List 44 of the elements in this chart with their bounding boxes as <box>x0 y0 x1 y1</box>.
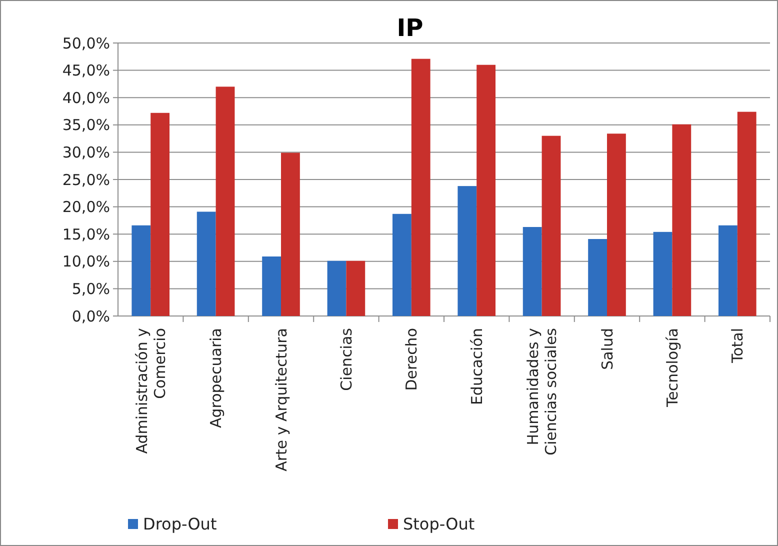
legend-label: Drop-Out <box>143 514 217 534</box>
y-tick-label: 15,0% <box>62 225 110 244</box>
x-tick-label: Salud <box>598 328 616 370</box>
y-tick-label: 50,0% <box>62 34 110 52</box>
bar <box>216 86 235 316</box>
x-tick-label: Derecho <box>402 328 421 391</box>
x-tick-label: Educación <box>468 328 486 406</box>
bar <box>132 225 151 316</box>
bar <box>281 152 300 316</box>
y-tick-label: 45,0% <box>62 62 110 80</box>
bar <box>653 232 672 316</box>
y-tick-label: 10,0% <box>62 252 110 271</box>
y-tick-label: 20,0% <box>62 198 110 216</box>
bar <box>522 227 542 316</box>
y-tick-label: 0,0% <box>72 307 110 326</box>
bar <box>672 124 692 316</box>
y-tick-label: 25,0% <box>62 170 110 189</box>
bar <box>607 134 626 316</box>
bar <box>262 256 281 316</box>
y-tick-label: 35,0% <box>62 116 110 134</box>
y-tick-label: 40,0% <box>62 88 110 107</box>
bar <box>392 214 412 316</box>
bar <box>150 112 170 316</box>
legend-label: Stop-Out <box>403 514 475 534</box>
x-tick-label: Administración y Comercio <box>132 328 169 454</box>
bar <box>588 239 607 316</box>
bar <box>476 64 496 316</box>
bar <box>196 212 216 316</box>
bar <box>327 260 346 316</box>
y-tick-label: 30,0% <box>62 143 110 162</box>
bar <box>411 58 430 316</box>
x-tick-label: Total <box>728 328 747 364</box>
x-tick-label: Agropecuaria <box>207 328 226 428</box>
bar <box>737 112 756 316</box>
chart-title: IP <box>396 14 424 42</box>
bar <box>718 225 738 316</box>
bar <box>346 260 366 316</box>
x-tick-label: Arte y Arquitectura <box>272 328 290 472</box>
bar <box>542 136 561 316</box>
x-tick-label: Tecnología <box>663 328 682 408</box>
x-tick-label: Ciencias <box>337 328 356 391</box>
y-tick-label: 5,0% <box>72 280 110 298</box>
x-tick-label: Humanidades y Ciencias sociales <box>524 328 560 456</box>
bar <box>458 186 477 316</box>
